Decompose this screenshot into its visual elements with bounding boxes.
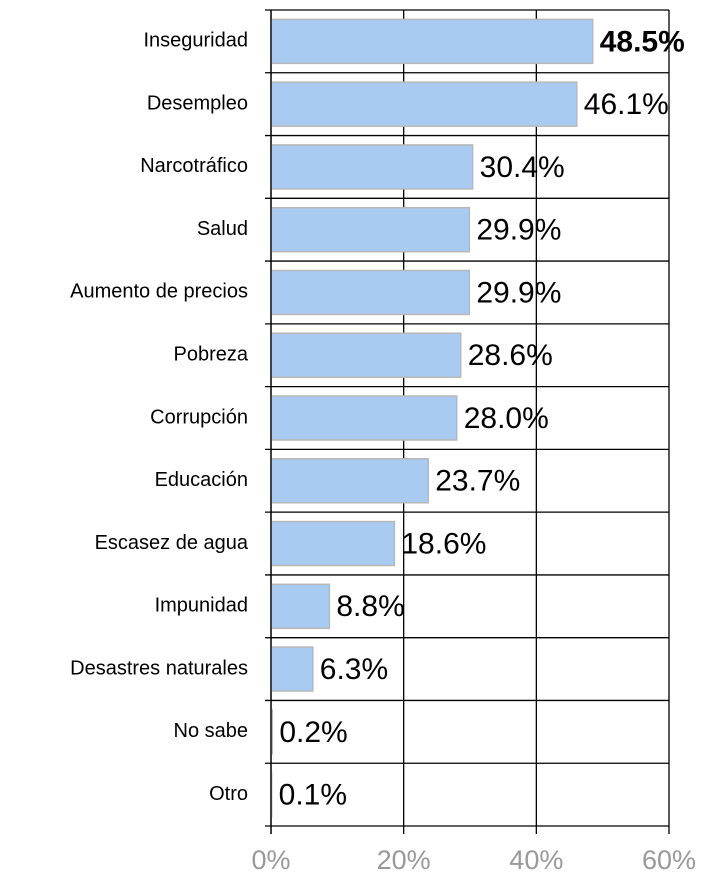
value-label: 6.3% xyxy=(320,653,388,686)
bar xyxy=(270,332,462,378)
y-tick-label: Otro xyxy=(209,783,248,805)
y-tick-label: Escasez de agua xyxy=(95,532,249,554)
y-tick-label: Impunidad xyxy=(155,595,248,617)
bar xyxy=(270,520,396,567)
y-tick-label: Corrupción xyxy=(150,406,248,428)
x-tick-label: 60% xyxy=(642,845,696,875)
bar xyxy=(270,395,458,441)
y-tick-label: No sabe xyxy=(174,720,249,742)
value-label: 46.1% xyxy=(584,88,669,121)
value-label: 0.1% xyxy=(279,779,347,812)
x-tick-label: 40% xyxy=(509,845,563,875)
value-label: 18.6% xyxy=(401,527,486,560)
value-label: 28.6% xyxy=(468,339,553,372)
bar xyxy=(270,458,429,504)
bar xyxy=(270,646,314,692)
bar xyxy=(270,583,331,630)
y-tick-label: Salud xyxy=(197,218,248,240)
value-label: 48.5% xyxy=(600,25,685,58)
x-tick-label: 20% xyxy=(377,845,431,875)
y-tick-label: Inseguridad xyxy=(143,30,248,52)
y-tick-label: Desempleo xyxy=(147,92,248,114)
value-label: 23.7% xyxy=(435,465,520,498)
value-label: 29.9% xyxy=(476,214,561,247)
bar xyxy=(270,81,578,127)
x-tick-label: 0% xyxy=(251,845,290,875)
y-tick-label: Aumento de precios xyxy=(70,281,248,303)
bar xyxy=(270,18,594,65)
y-tick-label: Narcotráfico xyxy=(140,155,248,177)
bar xyxy=(270,269,471,316)
y-tick-label: Educación xyxy=(155,469,248,491)
value-label: 0.2% xyxy=(279,716,347,749)
value-label: 28.0% xyxy=(464,402,549,435)
y-tick-label: Desastres naturales xyxy=(70,657,248,679)
bar xyxy=(270,206,471,253)
value-label: 29.9% xyxy=(476,276,561,309)
y-tick-label: Pobreza xyxy=(174,344,249,366)
value-label: 30.4% xyxy=(480,151,565,184)
bar xyxy=(270,144,474,190)
value-label: 8.8% xyxy=(336,590,404,623)
